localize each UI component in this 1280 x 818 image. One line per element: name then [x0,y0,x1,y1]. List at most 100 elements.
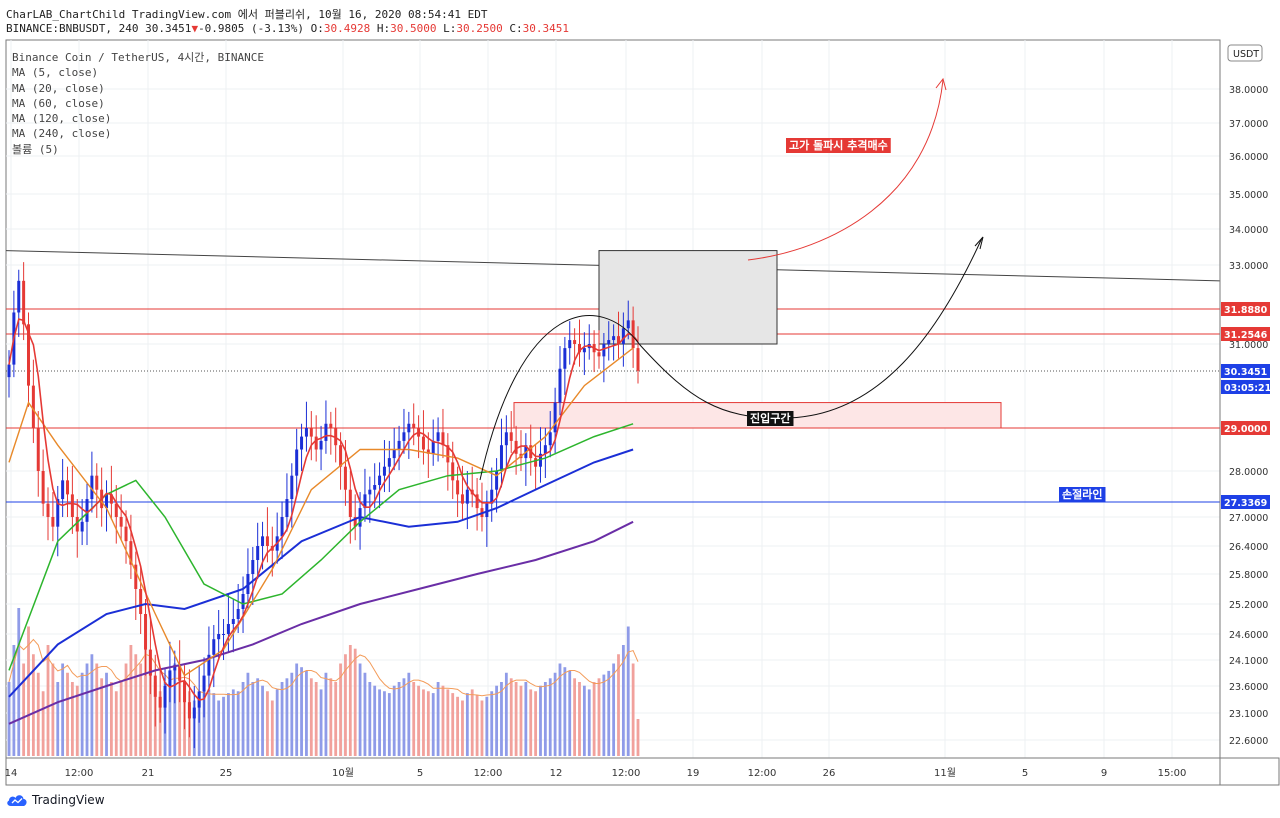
volume-bar [61,663,65,756]
volume-bar [251,682,255,756]
time-tick-label: 12:00 [474,768,503,779]
candle-body [485,503,489,517]
volume-bar [261,685,264,756]
time-tick-label: 5 [417,768,423,779]
volume-bar [524,682,528,756]
volume-bar [592,682,596,756]
candle-body [621,328,625,344]
candle-body [187,702,191,719]
volume-bar [578,682,581,756]
candle-body [412,423,416,428]
legend-ma120[interactable]: MA (120, close) [12,112,112,126]
volume-bar [241,682,245,756]
volume-bar [27,626,30,756]
legend-volume[interactable]: 볼륨 (5) [12,142,59,156]
candle-body [582,348,586,353]
candle-body [329,423,333,428]
volume-bar [231,689,235,756]
price-tick-label: 36.0000 [1229,152,1268,163]
currency-box [1227,44,1263,62]
legend-symbol[interactable]: Binance Coin / TetherUS, 4시간, BINANCE [12,51,265,64]
candle-body [148,649,152,676]
volume-bar [529,689,533,756]
tradingview-cloud-icon [7,795,27,806]
volume-bar [124,663,128,756]
volume-bar [451,693,455,756]
candle-body [251,560,255,574]
volume-bar [217,700,221,756]
volume-bar [534,691,538,756]
volume-bar [207,689,211,756]
volume-bar [612,663,616,756]
volume-bar [202,691,206,756]
volume-bar [436,682,440,756]
candle-body [563,348,567,369]
ma120-line [8,448,634,698]
volume-bar [607,670,611,756]
volume-bar [378,689,381,756]
candle-body [241,594,245,609]
price-axis-bg [1221,40,1279,758]
volume-bar [519,685,523,756]
legend-ma5[interactable]: MA (5, close) [12,66,99,80]
candle-body [402,432,406,441]
legend-ma240[interactable]: MA (240, close) [12,127,112,141]
volume-bar [168,672,172,756]
candle-body [22,280,26,325]
volume-bar [109,682,113,756]
legend-ma60[interactable]: MA (60, close) [12,96,105,110]
volume-bar [275,689,279,756]
volume-bar [85,663,89,756]
candle-body [407,423,411,433]
candle-body [41,471,45,504]
volume-bar [266,691,269,756]
volume-bar [563,667,567,756]
volume-bar [412,682,416,756]
legend-ma20[interactable]: MA (20, close) [12,81,105,95]
candle-body [265,536,269,546]
volume-bar [7,682,11,756]
candle-body [324,423,328,441]
volume-bar [56,682,60,756]
candle-body [597,352,601,357]
candle-body [465,489,469,504]
candle-body [631,320,635,349]
volume-bar [46,645,50,756]
candle-body [163,686,167,708]
volume-bar [280,682,284,756]
candle-body [56,499,60,527]
candle-body [158,696,162,708]
candle-body [509,432,513,441]
volume-bar [12,645,16,756]
candle-body [7,364,11,378]
volume-bar [383,691,386,756]
volume-bar [353,648,357,756]
volume-bar [470,689,474,756]
candle-body [334,428,338,446]
volume-bar [553,672,557,756]
volume-bar [368,682,372,756]
candle-body [602,344,606,357]
volume-bar [246,672,250,756]
candle-body [363,494,367,509]
annotation-stoploss-bg [1059,487,1106,502]
volume-bar [626,626,630,756]
price-tag-bg [1221,380,1270,394]
ma5-line [8,318,639,701]
symbol-ohlc-line: BINANCE:BNBUSDT, 240 30.3451▼-0.9805 (-3… [6,22,569,35]
volume-bar [31,654,35,756]
price-tag-label: 27.3369 [1224,498,1267,509]
volume-bar [358,663,362,756]
tradingview-logo[interactable]: TradingView [6,793,105,807]
candle-body [129,541,133,565]
candle-body [31,385,35,428]
candle-body [168,670,172,686]
price-tick-label: 24.1000 [1229,656,1268,667]
volume-bar [573,678,577,756]
candle-body [514,440,518,454]
price-tick-label: 34.0000 [1229,225,1268,236]
candle-body [460,494,464,504]
candle-body [139,589,143,614]
price-tick-label: 33.0000 [1229,261,1268,272]
